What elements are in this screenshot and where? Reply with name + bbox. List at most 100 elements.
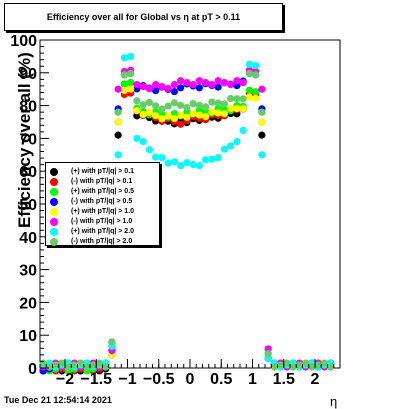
legend-label: (+) with pT/|q| > 1.0	[71, 208, 135, 215]
data-point	[239, 95, 247, 103]
data-point	[39, 359, 47, 367]
data-point	[114, 108, 122, 116]
x-tick-label: 1	[248, 371, 257, 388]
data-point	[164, 159, 172, 167]
data-points	[39, 52, 335, 375]
data-point	[170, 158, 178, 166]
data-point	[214, 99, 222, 107]
data-point	[145, 84, 153, 93]
data-point	[108, 338, 116, 346]
legend-marker	[50, 218, 58, 226]
legend-entry: (-) with pT/|q| > 0.1	[46, 177, 159, 187]
data-point	[183, 79, 191, 87]
x-tick-label: 2	[311, 371, 320, 388]
y-tick-label: 90	[19, 66, 37, 83]
data-point	[202, 79, 210, 87]
legend-marker	[50, 168, 58, 176]
legend-label: (-) with pT/|q| > 2.0	[71, 238, 133, 245]
data-point	[220, 110, 228, 118]
data-point	[245, 93, 253, 101]
data-point	[170, 110, 178, 118]
data-point	[170, 81, 178, 89]
data-point	[58, 359, 66, 367]
data-point	[177, 120, 185, 128]
data-point	[258, 118, 266, 126]
data-point	[202, 103, 210, 111]
data-point	[320, 359, 328, 367]
data-point	[270, 363, 278, 371]
data-point	[120, 80, 128, 88]
data-point	[202, 156, 210, 164]
data-point	[245, 60, 253, 68]
data-point	[208, 155, 216, 163]
data-point	[152, 81, 160, 89]
data-point	[258, 108, 266, 116]
data-point	[227, 81, 235, 89]
data-point	[208, 98, 216, 106]
data-point	[189, 109, 197, 118]
data-point	[95, 359, 103, 367]
data-point	[227, 142, 235, 150]
y-tick-label: 10	[19, 328, 37, 345]
data-point	[183, 113, 191, 121]
data-point	[214, 83, 222, 91]
y-axis-label: Efficiency over all (%)	[15, 52, 34, 228]
data-point	[239, 79, 247, 87]
data-point	[152, 112, 160, 120]
data-point	[177, 162, 185, 170]
data-point	[239, 126, 247, 135]
data-point	[208, 81, 216, 89]
data-point	[127, 79, 135, 87]
x-tick-label: −2	[56, 371, 74, 388]
data-point	[189, 160, 197, 169]
data-point	[170, 87, 178, 96]
chart-title: Efficiency over all for Global vs η at p…	[46, 12, 241, 22]
legend-label: (-) with pT/|q| > 0.1	[71, 178, 133, 185]
data-point	[195, 111, 203, 119]
data-point	[152, 86, 160, 95]
data-point	[89, 361, 97, 369]
data-point	[170, 115, 178, 123]
data-point	[177, 84, 185, 92]
data-point	[133, 106, 141, 115]
data-point	[314, 361, 322, 369]
data-point	[158, 105, 166, 113]
data-point	[289, 363, 297, 371]
y-tick-label: 70	[19, 131, 37, 148]
x-tick-label: −1.5	[80, 371, 112, 388]
y-tick-label: 0	[28, 361, 37, 378]
x-tick-label: 0.5	[210, 371, 232, 388]
data-point	[220, 100, 228, 108]
data-point	[77, 359, 85, 367]
data-point	[252, 71, 260, 79]
legend-label: (-) with pT/|q| > 0.5	[71, 198, 133, 205]
data-point	[145, 108, 153, 116]
x-tick-label: −1	[118, 371, 136, 388]
data-point	[233, 105, 241, 113]
data-point	[189, 100, 197, 108]
y-tick-label: 40	[19, 230, 37, 247]
data-point	[114, 131, 122, 139]
legend-entry: (+) with pT/|q| > 2.0	[46, 227, 159, 237]
legend-marker	[50, 188, 58, 196]
x-tick-label: 0	[186, 371, 195, 388]
data-point	[214, 77, 222, 85]
data-point	[177, 111, 185, 119]
data-point	[127, 52, 135, 61]
data-point	[264, 349, 272, 358]
y-tick-label: 20	[19, 295, 37, 312]
timestamp: Tue Dec 21 12:54:14 2021	[4, 395, 112, 405]
data-point	[83, 363, 91, 371]
data-point	[283, 359, 291, 367]
data-point	[158, 115, 166, 123]
x-tick-label: −0.5	[143, 371, 175, 388]
data-point	[202, 113, 210, 121]
legend-marker	[50, 228, 58, 236]
legend-entry: (+) with pT/|q| > 0.1	[46, 167, 159, 177]
data-point	[195, 162, 203, 170]
data-point	[177, 77, 185, 85]
data-point	[214, 109, 222, 117]
legend-entry: (-) with pT/|q| > 2.0	[46, 237, 159, 247]
data-point	[233, 137, 241, 146]
